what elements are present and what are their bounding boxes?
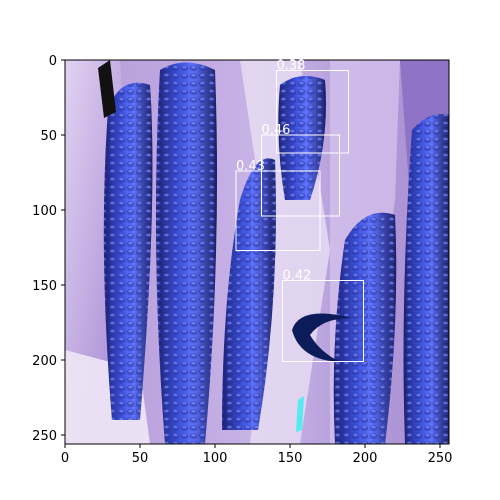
image-area — [65, 60, 449, 444]
y-tick-label: 50 — [40, 129, 57, 144]
corn-cob — [156, 62, 218, 444]
corn-cob — [103, 82, 153, 421]
x-tick-label: 50 — [132, 451, 149, 466]
detection: 0.38 — [276, 59, 349, 154]
x-tick-label: 100 — [203, 451, 228, 466]
crescent-shape — [292, 313, 352, 362]
y-axis: 0 50 100 150 200 250 — [32, 54, 65, 444]
speckle — [296, 396, 304, 432]
corn-cob — [333, 212, 397, 444]
stem-shadow — [98, 60, 116, 118]
bounding-box — [261, 134, 340, 217]
y-tick-label: 0 — [49, 54, 57, 69]
x-axis: 0 50 100 150 200 250 — [61, 444, 453, 466]
x-tick-label: 250 — [428, 451, 453, 466]
detection: 0.43 — [235, 159, 321, 251]
corn-cob — [278, 76, 326, 200]
y-tick-label: 100 — [32, 204, 57, 219]
detection-boxes: 0.38 0.46 0.43 0.42 — [235, 59, 364, 362]
corn-cob — [222, 158, 276, 430]
bounding-box — [235, 170, 321, 251]
y-tick-label: 200 — [32, 354, 57, 369]
confidence-label: 0.42 — [283, 269, 312, 284]
confidence-label: 0.46 — [262, 123, 291, 138]
x-tick-label: 0 — [61, 451, 69, 466]
bounding-box — [276, 70, 349, 154]
detection: 0.46 — [261, 123, 340, 217]
bounding-box — [282, 280, 364, 362]
x-tick-label: 150 — [278, 451, 303, 466]
confidence-label: 0.38 — [277, 59, 306, 74]
detection: 0.42 — [282, 269, 364, 362]
confidence-label: 0.43 — [236, 159, 265, 174]
x-tick-label: 200 — [353, 451, 378, 466]
corn-cob — [403, 114, 449, 444]
axes-frame — [64, 59, 450, 445]
y-tick-label: 150 — [32, 279, 57, 294]
y-tick-label: 250 — [32, 429, 57, 444]
